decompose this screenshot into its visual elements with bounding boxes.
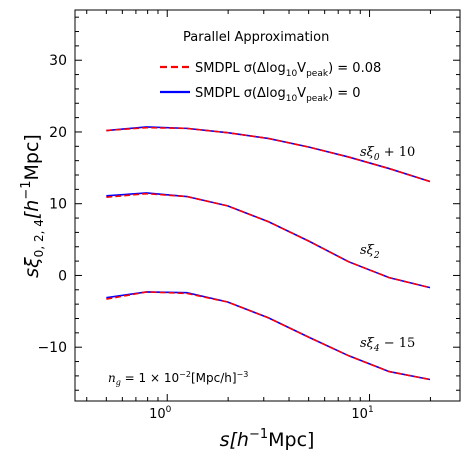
plot-frame (74, 9, 461, 402)
x-axis-label: s[h−1Mpc] (220, 427, 315, 451)
number-density-annotation: ng = 1 × 10−2[Mpc/h]−3 (108, 370, 248, 387)
y-tick-label: 20 (49, 125, 67, 141)
series-label-xi0: sξ0 + 10 (360, 145, 415, 163)
legend: Parallel Approximation SMDPL σ(Δlog10Vpe… (160, 30, 381, 104)
series-label-xi4: sξ4 − 15 (360, 336, 415, 354)
x-tick-label: 101 (351, 405, 373, 422)
y-axis-label: sξ0, 2, 4[h−1Mpc] (19, 134, 46, 278)
series-line-3 (106, 192, 431, 289)
y-tick-label: −10 (37, 340, 67, 356)
legend-label-sigma-0: SMDPL σ(Δlog10Vpeak) = 0 (195, 86, 361, 104)
series-lines (106, 126, 431, 381)
y-tick-label: 10 (49, 197, 67, 213)
series-line-1 (106, 126, 431, 183)
series-line-5 (106, 291, 431, 381)
y-tick-label: 30 (49, 53, 67, 69)
legend-title: Parallel Approximation (183, 30, 329, 45)
legend-label-sigma-008: SMDPL σ(Δlog10Vpeak) = 0.08 (195, 61, 381, 79)
tick-marks (75, 10, 460, 401)
tick-labels: 100 101 −10 0 10 20 30 (37, 53, 373, 422)
series-label-xi2: sξ2 (360, 243, 380, 261)
x-tick-label: 100 (149, 405, 172, 422)
y-tick-label: 0 (58, 268, 67, 284)
